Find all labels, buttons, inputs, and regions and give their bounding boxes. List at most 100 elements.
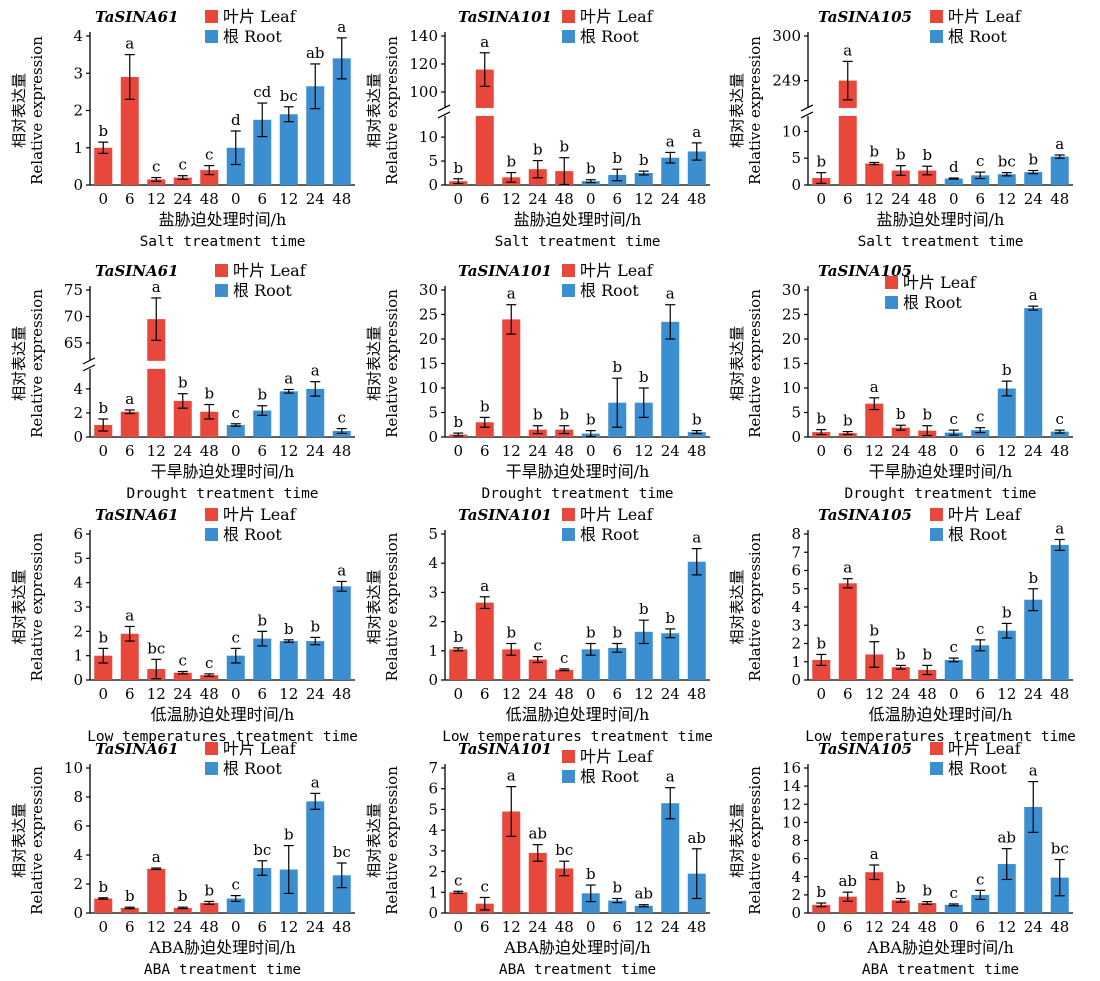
significance-label: bc (147, 639, 165, 657)
x-tick-label: 48 (200, 918, 219, 936)
y-tick-label: 14 (782, 777, 801, 795)
significance-label: b (665, 609, 675, 627)
significance-label: b (1002, 603, 1012, 621)
x-tick-label: 24 (661, 442, 680, 460)
y-tick-label: 2 (791, 886, 801, 904)
significance-label: b (506, 624, 516, 642)
x-tick-label: 24 (1024, 442, 1043, 460)
x-tick-label: 24 (661, 685, 680, 703)
x-tick-label: 12 (502, 918, 521, 936)
x-tick-label: 24 (528, 685, 547, 703)
legend-leaf-swatch (562, 10, 575, 23)
bar-root-24h (1024, 599, 1043, 680)
x-tick-label: 6 (612, 190, 622, 208)
y-axis-label-cn: 相对表达量 (10, 803, 28, 878)
significance-label: a (125, 35, 134, 53)
x-tick-label: 12 (147, 190, 166, 208)
axis-break-mark (82, 364, 96, 372)
x-tick-label: 6 (257, 442, 267, 460)
legend-leaf-label: 叶片 Leaf (948, 739, 1022, 758)
y-tick-label: 3 (428, 842, 438, 860)
y-tick-label: 10 (419, 379, 438, 397)
bar-leaf-48h (555, 868, 574, 913)
significance-label: b (98, 399, 108, 417)
significance-label: a (284, 369, 293, 387)
y-axis-label-cn: 相对表达量 (365, 803, 383, 878)
bar-leaf-48h (200, 411, 219, 437)
y-tick-label: 16 (782, 759, 801, 777)
x-axis-label-cn: 低温胁迫处理时间/h (506, 705, 650, 724)
x-tick-label: 48 (1050, 685, 1069, 703)
significance-label: b (922, 406, 932, 424)
legend-root-label: 根 Root (903, 293, 962, 312)
legend-root-label: 根 Root (223, 759, 282, 778)
gene-title: TaSINA61 (95, 8, 179, 26)
y-tick-label: 0 (73, 176, 83, 194)
y-tick-label: 10 (419, 128, 438, 146)
significance-label: ab (687, 829, 706, 847)
significance-label: b (257, 611, 267, 629)
bar-leaf-12h (147, 319, 166, 437)
x-axis-label-cn: ABA胁迫处理时间/h (866, 938, 1014, 957)
x-axis-label-en: Low temperatures treatment time (805, 729, 1076, 745)
x-tick-label: 6 (612, 685, 622, 703)
y-tick-label: 120 (409, 55, 438, 73)
significance-label: a (666, 285, 675, 303)
bar-leaf-12h (865, 872, 884, 913)
significance-label: c (560, 649, 568, 667)
y-tick-label: 6 (73, 525, 83, 543)
y-tick-label: 4 (73, 27, 83, 45)
x-tick-label: 0 (98, 685, 108, 703)
bar-leaf-0h (94, 898, 113, 913)
significance-label: a (666, 768, 675, 786)
legend-root-swatch (205, 762, 218, 775)
bar-root-0h (944, 904, 963, 913)
x-tick-label: 48 (918, 442, 937, 460)
legend-root-label: 根 Root (223, 27, 282, 46)
bar-root-12h (997, 864, 1016, 913)
x-axis-label-cn: 盐胁迫处理时间/h (514, 210, 642, 229)
y-tick-label: 2 (791, 635, 801, 653)
y-tick-label: 8 (791, 525, 801, 543)
x-tick-label: 0 (949, 190, 959, 208)
x-tick-label: 12 (865, 918, 884, 936)
y-tick-label: 4 (791, 598, 801, 616)
y-axis-label-cn: 相对表达量 (10, 73, 28, 148)
y-tick-label: 1 (73, 139, 83, 157)
bar-leaf-24h (891, 900, 910, 913)
x-tick-label: 6 (257, 918, 267, 936)
bar-root-6h (608, 900, 627, 913)
x-axis-label-en: Drought treatment time (126, 486, 318, 502)
significance-label: b (816, 410, 826, 428)
significance-label: a (507, 767, 516, 785)
significance-label: c (534, 637, 542, 655)
x-tick-label: 24 (528, 918, 547, 936)
significance-label: b (204, 385, 214, 403)
gene-title: TaSINA105 (818, 740, 912, 758)
significance-label: c (481, 877, 489, 895)
legend-leaf-label: 叶片 Leaf (223, 505, 297, 524)
significance-label: b (204, 881, 214, 899)
bar-root-6h (971, 645, 990, 680)
significance-label: a (870, 845, 879, 863)
bar-root-24h (661, 633, 680, 680)
legend-leaf-label: 叶片 Leaf (580, 505, 654, 524)
bar-leaf-24h (173, 400, 192, 437)
y-tick-label: 7 (428, 759, 438, 777)
legend-leaf-swatch (215, 264, 228, 277)
significance-label: cd (253, 83, 271, 101)
bar-root-12h (997, 630, 1016, 680)
significance-label: b (922, 146, 932, 164)
significance-label: ab (838, 872, 857, 890)
legend-leaf-label: 叶片 Leaf (223, 7, 297, 26)
significance-label: a (1029, 286, 1038, 304)
y-tick-label: 75 (64, 281, 83, 299)
significance-label: ab (528, 825, 547, 843)
legend-root-label: 根 Root (948, 759, 1007, 778)
significance-label: b (453, 159, 463, 177)
x-tick-label: 24 (173, 442, 192, 460)
bar-root-12h (634, 402, 653, 437)
bar-root-48h (332, 586, 351, 680)
